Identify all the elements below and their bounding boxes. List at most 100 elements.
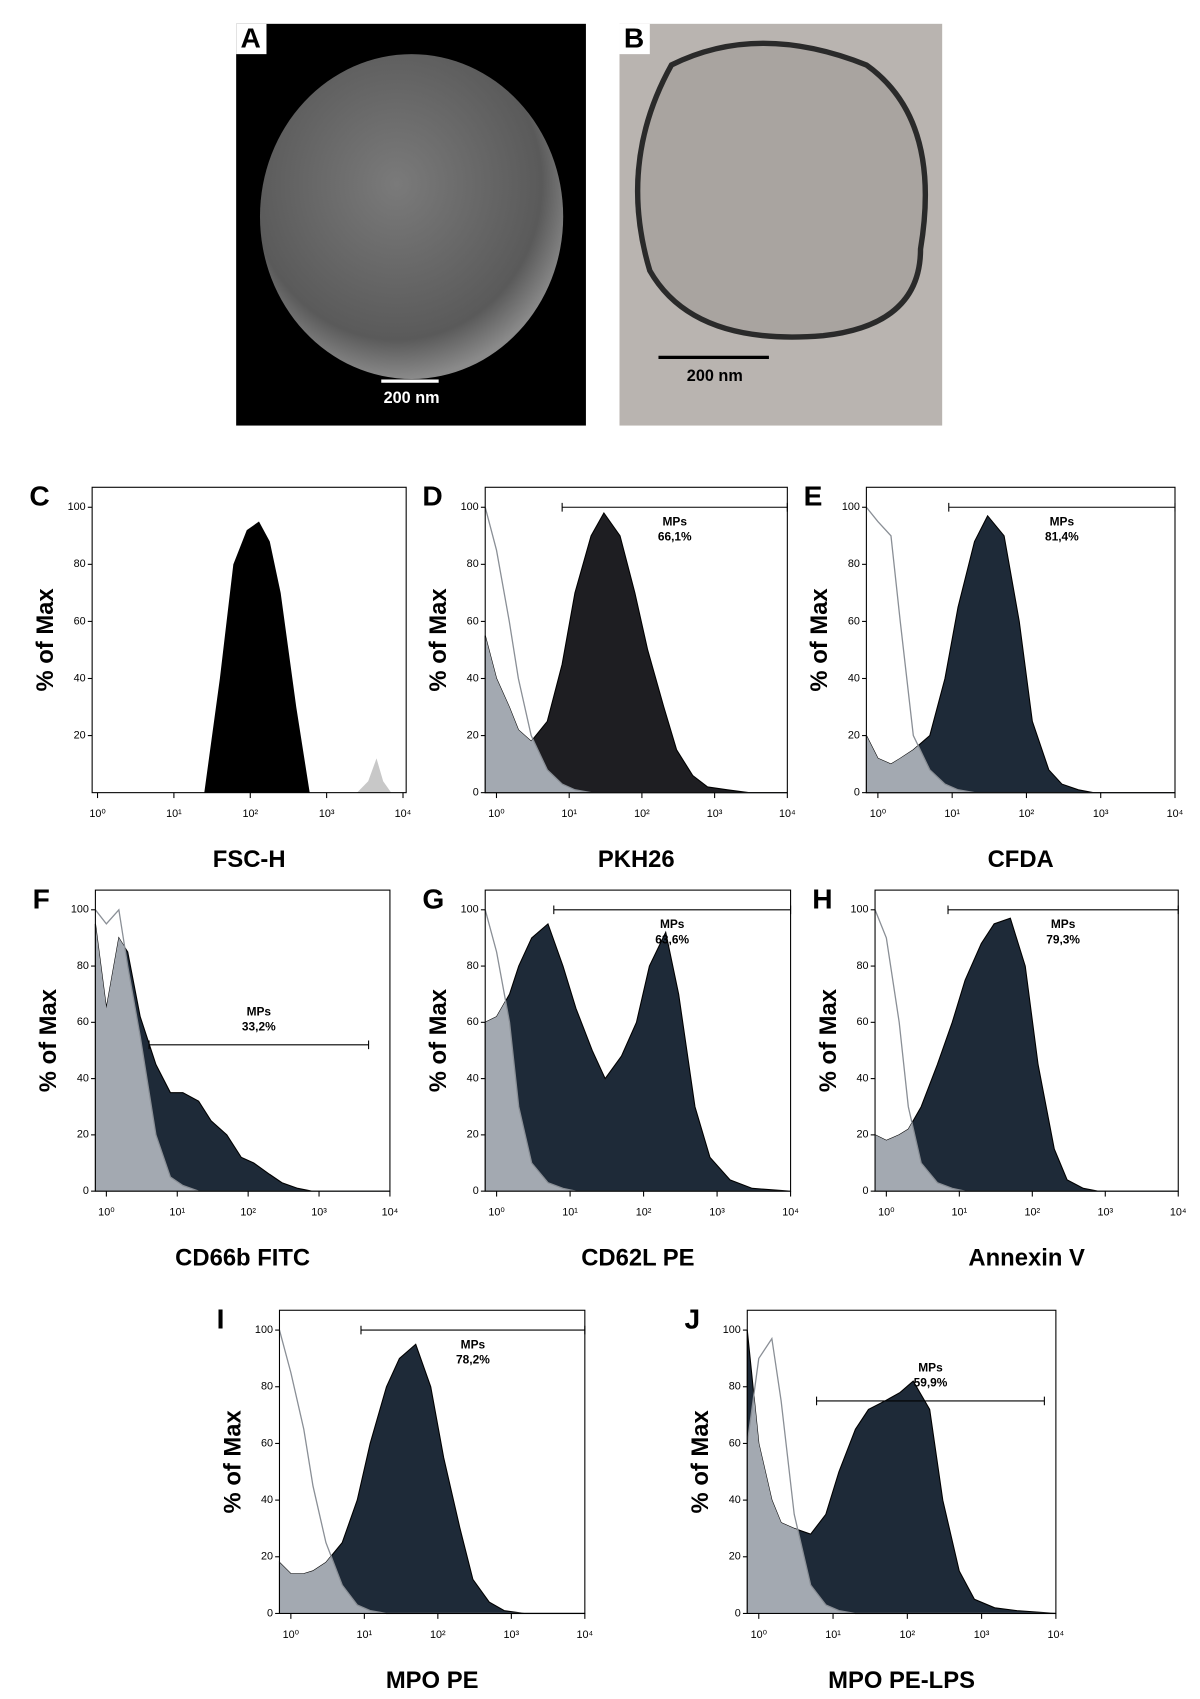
x-tick-label: 10⁴	[1048, 1629, 1065, 1641]
gate	[947, 905, 1179, 915]
microparticle	[259, 54, 564, 379]
x-tick-label: 10¹	[825, 1629, 841, 1641]
x-axis-label: CD66b FITC	[175, 1245, 310, 1272]
x-tick-label: 10³	[709, 1207, 725, 1219]
y-tick-label: 40	[77, 1072, 89, 1084]
y-tick-label: 40	[729, 1494, 741, 1506]
y-tick-label: 0	[473, 1185, 479, 1197]
plot-frame	[278, 1309, 586, 1614]
x-tick-label: 10³	[707, 808, 723, 820]
panel-label: G	[422, 883, 444, 914]
x-tick-label: 10²	[634, 808, 650, 820]
x-tick-label: 10³	[319, 808, 335, 820]
panel-label: J	[684, 1304, 700, 1335]
x-tick-label: 10¹	[952, 1207, 968, 1219]
x-tick-label: 10³	[504, 1629, 520, 1641]
control-overlap	[866, 515, 1175, 793]
x-tick-label: 10²	[430, 1629, 446, 1641]
y-tick-label: 20	[729, 1551, 741, 1563]
x-tick-label: 10⁰	[98, 1207, 115, 1219]
panel-label: C	[29, 481, 49, 512]
control-overlap	[485, 923, 791, 1192]
control-overlap	[875, 918, 1179, 1192]
panel-label: D	[422, 481, 442, 512]
panel-label: H	[812, 883, 832, 914]
y-tick-label: 0	[854, 787, 860, 799]
x-tick-label: 10²	[1024, 1207, 1040, 1219]
y-tick-label: 40	[467, 672, 479, 684]
y-tick-label: 20	[74, 729, 86, 741]
x-tick-label: 10⁰	[89, 808, 106, 820]
x-tick-label: 10⁴	[1167, 808, 1184, 820]
y-tick-label: 20	[848, 729, 860, 741]
x-tick-label: 10³	[311, 1207, 327, 1219]
y-tick-label: 60	[261, 1437, 273, 1449]
x-tick-label: 10⁰	[870, 808, 887, 820]
y-tick-label: 60	[467, 615, 479, 627]
plot-frame	[874, 889, 1179, 1192]
plot-frame	[484, 486, 788, 794]
y-tick-label: 100	[68, 501, 86, 513]
y-tick-label: 40	[261, 1494, 273, 1506]
y-tick-label: 80	[467, 960, 479, 972]
gate-label: MPs	[662, 515, 687, 529]
scale-label: 200 nm	[687, 367, 743, 385]
y-tick-label: 40	[857, 1072, 869, 1084]
control-overlap	[95, 923, 390, 1192]
x-tick-label: 10⁴	[395, 808, 412, 820]
vesicle	[634, 40, 928, 340]
y-tick-label: 100	[71, 904, 89, 916]
x-tick-label: 10¹	[562, 1207, 578, 1219]
x-tick-label: 10⁰	[878, 1207, 895, 1219]
panel-label: F	[33, 883, 50, 914]
label-box	[619, 23, 650, 55]
sample-histogram	[278, 1343, 585, 1614]
y-tick-label: 0	[863, 1185, 869, 1197]
x-tick-label: 10¹	[357, 1629, 373, 1641]
x-axis-label: Annexin V	[968, 1245, 1085, 1272]
y-tick-label: 60	[848, 615, 860, 627]
plot-frame	[484, 889, 792, 1192]
plot-frame	[91, 486, 407, 794]
histogram	[357, 758, 392, 793]
y-tick-label: 60	[857, 1016, 869, 1028]
y-tick-label: 20	[857, 1129, 869, 1141]
x-tick-label: 10⁰	[488, 808, 505, 820]
x-tick-label: 10²	[1019, 808, 1035, 820]
sample-histogram	[484, 922, 791, 1192]
histogram	[204, 521, 310, 793]
y-tick-label: 20	[467, 729, 479, 741]
y-tick-label: 40	[74, 672, 86, 684]
y-tick-label: 80	[261, 1381, 273, 1393]
x-tick-label: 10⁴	[782, 1207, 799, 1219]
x-tick-label: 10⁴	[1170, 1207, 1187, 1219]
label-box	[236, 23, 267, 55]
y-tick-label: 100	[461, 904, 479, 916]
x-tick-label: 10⁴	[382, 1207, 399, 1219]
y-axis-label: % of Max	[219, 1409, 246, 1513]
gate-percent: 81,4%	[1045, 530, 1079, 544]
x-tick-label: 10²	[900, 1629, 916, 1641]
x-tick-label: 10²	[240, 1207, 256, 1219]
x-axis-label: CFDA	[988, 846, 1054, 873]
y-tick-label: 60	[77, 1016, 89, 1028]
x-tick-label: 10³	[974, 1629, 990, 1641]
gate-percent: 66,1%	[658, 530, 692, 544]
scale-label: 200 nm	[384, 389, 440, 407]
x-tick-label: 10⁰	[488, 1207, 505, 1219]
y-tick-label: 20	[261, 1551, 273, 1563]
gate-label: MPs	[247, 1004, 272, 1018]
y-tick-label: 20	[467, 1129, 479, 1141]
gate	[561, 502, 788, 512]
control-overlap	[485, 512, 788, 793]
gate	[948, 502, 1176, 512]
gate-percent: 78,2%	[456, 1353, 490, 1367]
y-tick-label: 40	[467, 1072, 479, 1084]
x-axis-label: FSC-H	[213, 846, 286, 873]
y-axis-label: % of Max	[806, 588, 833, 692]
gate	[553, 905, 792, 915]
x-axis-label: PKH26	[598, 846, 675, 873]
gate-percent: 33,2%	[242, 1020, 276, 1034]
y-tick-label: 40	[848, 672, 860, 684]
